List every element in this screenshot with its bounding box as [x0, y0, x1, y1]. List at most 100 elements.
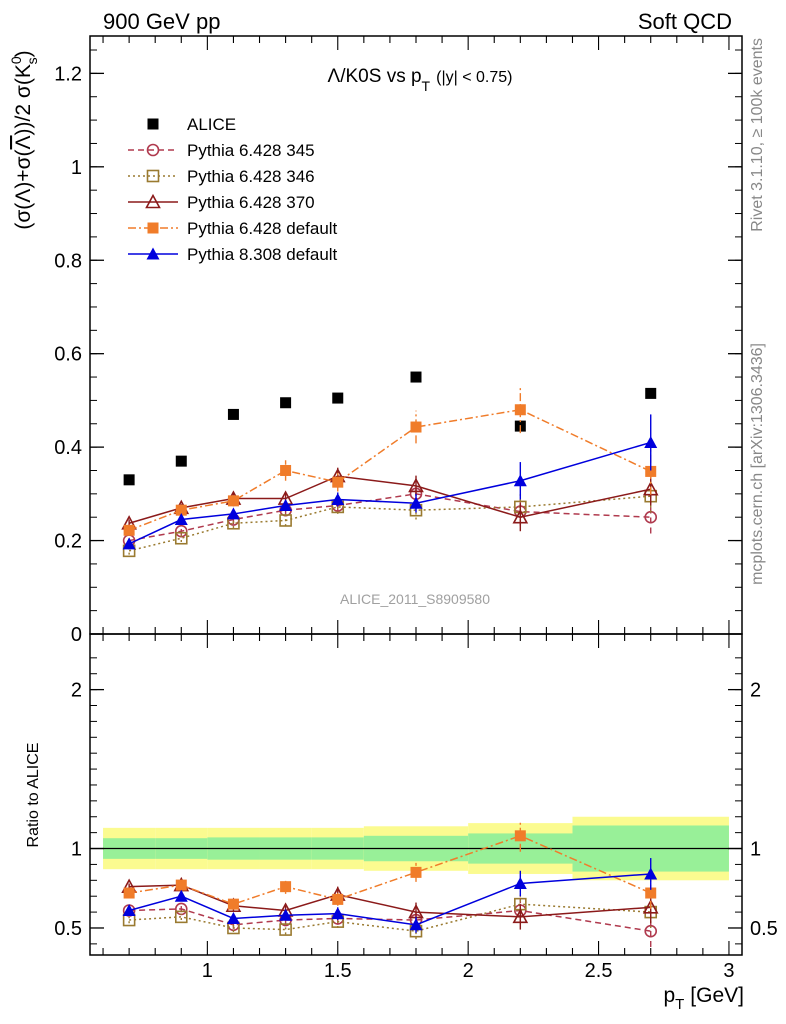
main-series-3-point [408, 477, 424, 493]
main-series-5-point [409, 496, 423, 509]
legend-entry-0: ALICE [147, 115, 236, 134]
ratio-series-3-point [280, 881, 292, 893]
main-ytick-label: 0.8 [54, 250, 82, 272]
main-title-text: Λ/K0S vs p [328, 66, 422, 87]
rivet-label: Rivet 3.1.10, ≥ 100k events [749, 38, 766, 232]
main-series-5-point [513, 474, 527, 487]
ratio-xtick-label: 2.5 [585, 960, 613, 982]
main-series-5 [122, 414, 658, 550]
ratio-series-4-point [513, 876, 527, 889]
ratio-xtick-label: 1 [202, 960, 213, 982]
ratio-series-4-point [122, 904, 136, 917]
main-series-4-point [645, 465, 657, 477]
main-series-3-line [128, 475, 651, 524]
legend-entry-3-marker [145, 193, 161, 209]
main-series-5-line [128, 441, 651, 545]
legend-entry-3-label: Pythia 6.428 370 [187, 193, 315, 212]
x-axis-label: pT [GeV] [663, 984, 744, 1013]
x-axis-label-sub: T [675, 996, 684, 1013]
main-ytick-label: 1 [71, 157, 82, 179]
ratio-ytick-label-right: 2 [750, 680, 761, 702]
ratio-series-1-point [279, 923, 292, 936]
main-series-5-point [279, 499, 293, 512]
main-series-0-point [227, 408, 239, 420]
mcplots-label: mcplots.cern.ch [arXiv:1306.3436] [749, 343, 766, 585]
main-series-4-point [227, 495, 239, 507]
ratio-ytick-label-right: 0.5 [750, 918, 778, 940]
main-series-2-line [128, 495, 651, 552]
main-series-1 [122, 484, 658, 547]
main-ytick-label: 0.2 [54, 531, 82, 553]
ratio-xtick-label: 1.5 [324, 960, 352, 982]
legend-entry-5-marker [146, 247, 160, 260]
main-series-2 [122, 479, 658, 558]
ratio-series-1-point [174, 910, 188, 924]
ratio-series-4-point [174, 889, 188, 902]
ratio-xtick-label: 2 [463, 960, 474, 982]
analysis-watermark: ALICE_2011_S8909580 [340, 591, 490, 607]
main-series-4-point [410, 421, 422, 433]
x-axis-label-main: p [663, 984, 675, 1007]
legend-entry-0-label: ALICE [187, 115, 236, 134]
ratio-series-3-point [645, 887, 657, 899]
main-series-1-line [128, 493, 651, 542]
main-series-0-point [332, 392, 344, 404]
main-series-5-point [226, 507, 240, 520]
legend-entry-0-marker [147, 118, 159, 130]
ratio-series-0-line [129, 908, 651, 932]
ratio-series-3-point [410, 866, 422, 878]
main-series-4 [123, 386, 657, 536]
ratio-ytick-label: 1 [71, 839, 82, 861]
main-ylabel: (σ(Λ)+σ(Λ))/2 σ(K0s) [8, 50, 40, 229]
ratio-series-3-point [514, 830, 526, 842]
ratio-ytick-label-right: 1 [750, 839, 761, 861]
main-series-5-point [331, 492, 345, 505]
legend-entry-1-marker [146, 143, 160, 157]
legend-entry-3: Pythia 6.428 370 [128, 193, 315, 212]
ratio-series-3-point [175, 879, 187, 891]
main-series-0-point [410, 371, 422, 383]
ratio-series-2 [121, 876, 659, 930]
legend-entry-2-marker [146, 169, 160, 183]
header-left: 900 GeV pp [103, 9, 220, 34]
ratio-series-0-point [644, 924, 658, 938]
ratio-xtick-label: 3 [723, 960, 734, 982]
main-series-0-point [175, 455, 187, 467]
main-series-4-point [332, 476, 344, 488]
main-ytick-label: 0.6 [54, 344, 82, 366]
main-title: Λ/K0S vs pT (|y| < 0.75) [328, 66, 513, 94]
header-right: Soft QCD [638, 9, 732, 34]
main-series-5-point [174, 513, 188, 526]
main-series-4-point [123, 524, 135, 536]
ratio-series-4-point [279, 908, 293, 921]
ratio-series-3-point [227, 898, 239, 910]
main-series-0-point [280, 397, 292, 409]
main-series-5-point [122, 537, 136, 550]
ratio-series-4-point [644, 867, 658, 880]
ratio-series-2-line [129, 884, 651, 918]
legend-entry-4: Pythia 6.428 default [128, 219, 338, 238]
main-series-4-point [175, 504, 187, 516]
legend-entry-1: Pythia 6.428 345 [128, 141, 315, 160]
ratio-series-4-point [409, 918, 423, 931]
ratio-ylabel: Ratio to ALICE [25, 743, 42, 848]
legend-entry-5: Pythia 8.308 default [128, 245, 338, 264]
legend-entry-4-marker [147, 222, 159, 234]
ratio-ytick-label: 0.5 [54, 918, 82, 940]
main-ytick-label: 0.4 [54, 437, 82, 459]
legend-entry-1-label: Pythia 6.428 345 [187, 141, 315, 160]
ratio-series-4-line [128, 873, 651, 926]
ratio-series-4 [122, 858, 658, 933]
main-ytick-label: 1.2 [54, 63, 82, 85]
main-series-0 [123, 371, 657, 486]
legend: ALICE Pythia 6.428 345 Pythia 6.428 346 Pyt… [128, 115, 338, 264]
main-ytick-label: 0 [71, 624, 82, 646]
ratio-series-2-point [512, 908, 529, 924]
main-series-2-point [279, 514, 292, 527]
legend-entry-2: Pythia 6.428 346 [128, 167, 315, 186]
ratio-panel: 0.5 0.5 1 1 2 2 1 1.5 2 2.5 3 [54, 633, 778, 982]
main-title-tail: (|y| < 0.75) [436, 69, 512, 86]
ratio-series-3-point [123, 887, 135, 899]
main-series-0-point [645, 387, 657, 399]
legend-entry-5-label: Pythia 8.308 default [187, 245, 338, 264]
